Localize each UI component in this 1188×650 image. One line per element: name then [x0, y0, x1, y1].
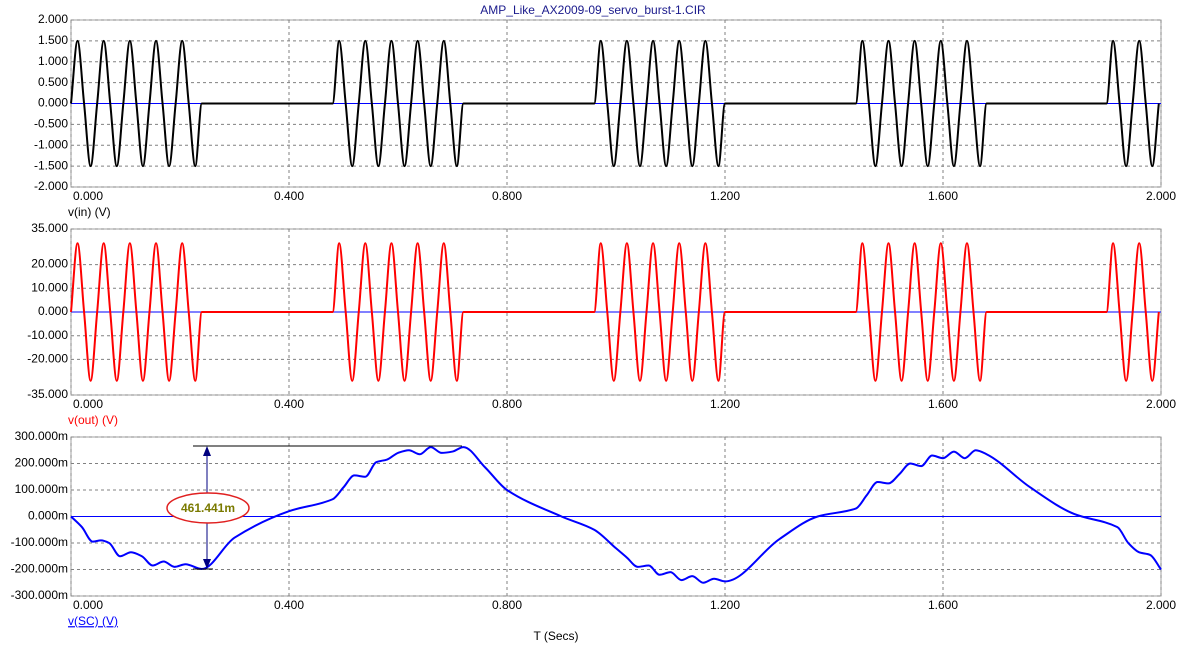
- y-tick-label: 300.000m: [15, 429, 68, 443]
- y-tick-label: 1.000: [38, 54, 68, 68]
- y-tick-label: -1.500: [34, 158, 68, 172]
- series-label: v(in) (V): [68, 205, 111, 219]
- x-tick-label: 0.800: [492, 189, 522, 203]
- y-tick-label: 2.000: [38, 12, 68, 26]
- x-tick-label: 0.800: [492, 598, 522, 612]
- y-tick-label: -100.000m: [11, 535, 68, 549]
- annotation-text: 461.441m: [181, 501, 235, 515]
- y-tick-label: 100.000m: [15, 482, 68, 496]
- y-tick-label: 35.000: [31, 221, 68, 235]
- x-tick-label: 0.000: [73, 598, 103, 612]
- x-tick-label: 1.200: [710, 189, 740, 203]
- x-tick-label: 2.000: [1146, 189, 1176, 203]
- arrow-head: [203, 559, 211, 569]
- x-tick-label: 0.400: [274, 598, 304, 612]
- y-tick-label: -300.000m: [11, 588, 68, 602]
- y-tick-label: 200.000m: [15, 456, 68, 470]
- x-axis-label: T (Secs): [533, 629, 578, 643]
- x-tick-label: 0.400: [274, 189, 304, 203]
- y-tick-label: 0.000: [38, 304, 68, 318]
- x-tick-label: 2.000: [1146, 397, 1176, 411]
- y-tick-label: 20.000: [31, 257, 68, 271]
- arrow-head: [203, 446, 211, 456]
- series-line: [70, 39, 1160, 168]
- series-label: v(SC) (V): [68, 614, 118, 628]
- x-tick-label: 0.800: [492, 397, 522, 411]
- y-tick-label: 0.500: [38, 75, 68, 89]
- annotation: 461.441m: [166, 445, 462, 570]
- x-tick-label: 1.200: [710, 397, 740, 411]
- series-label: v(out) (V): [68, 413, 118, 427]
- y-tick-label: 1.500: [38, 33, 68, 47]
- x-tick-label: 0.000: [73, 189, 103, 203]
- x-tick-label: 0.400: [274, 397, 304, 411]
- y-tick-label: -20.000: [27, 352, 68, 366]
- x-tick-label: 1.200: [710, 598, 740, 612]
- y-tick-label: 0.000: [38, 96, 68, 110]
- y-tick-label: -1.000: [34, 137, 68, 151]
- x-tick-label: 1.600: [928, 598, 958, 612]
- x-tick-label: 1.600: [928, 189, 958, 203]
- chart-title: AMP_Like_AX2009-09_servo_burst-1.CIR: [480, 3, 706, 17]
- y-tick-label: -2.000: [34, 179, 68, 193]
- x-tick-label: 2.000: [1146, 598, 1176, 612]
- x-tick-label: 1.600: [928, 397, 958, 411]
- y-tick-label: 0.000m: [28, 509, 68, 523]
- y-tick-label: 10.000: [31, 280, 68, 294]
- annotation-ellipse: [166, 492, 250, 524]
- y-tick-label: -200.000m: [11, 562, 68, 576]
- y-tick-label: -10.000: [27, 328, 68, 342]
- series-line: [70, 242, 1160, 382]
- y-tick-label: -35.000: [27, 387, 68, 401]
- x-tick-label: 0.000: [73, 397, 103, 411]
- series-line: [70, 446, 1162, 584]
- y-tick-label: -0.500: [34, 117, 68, 131]
